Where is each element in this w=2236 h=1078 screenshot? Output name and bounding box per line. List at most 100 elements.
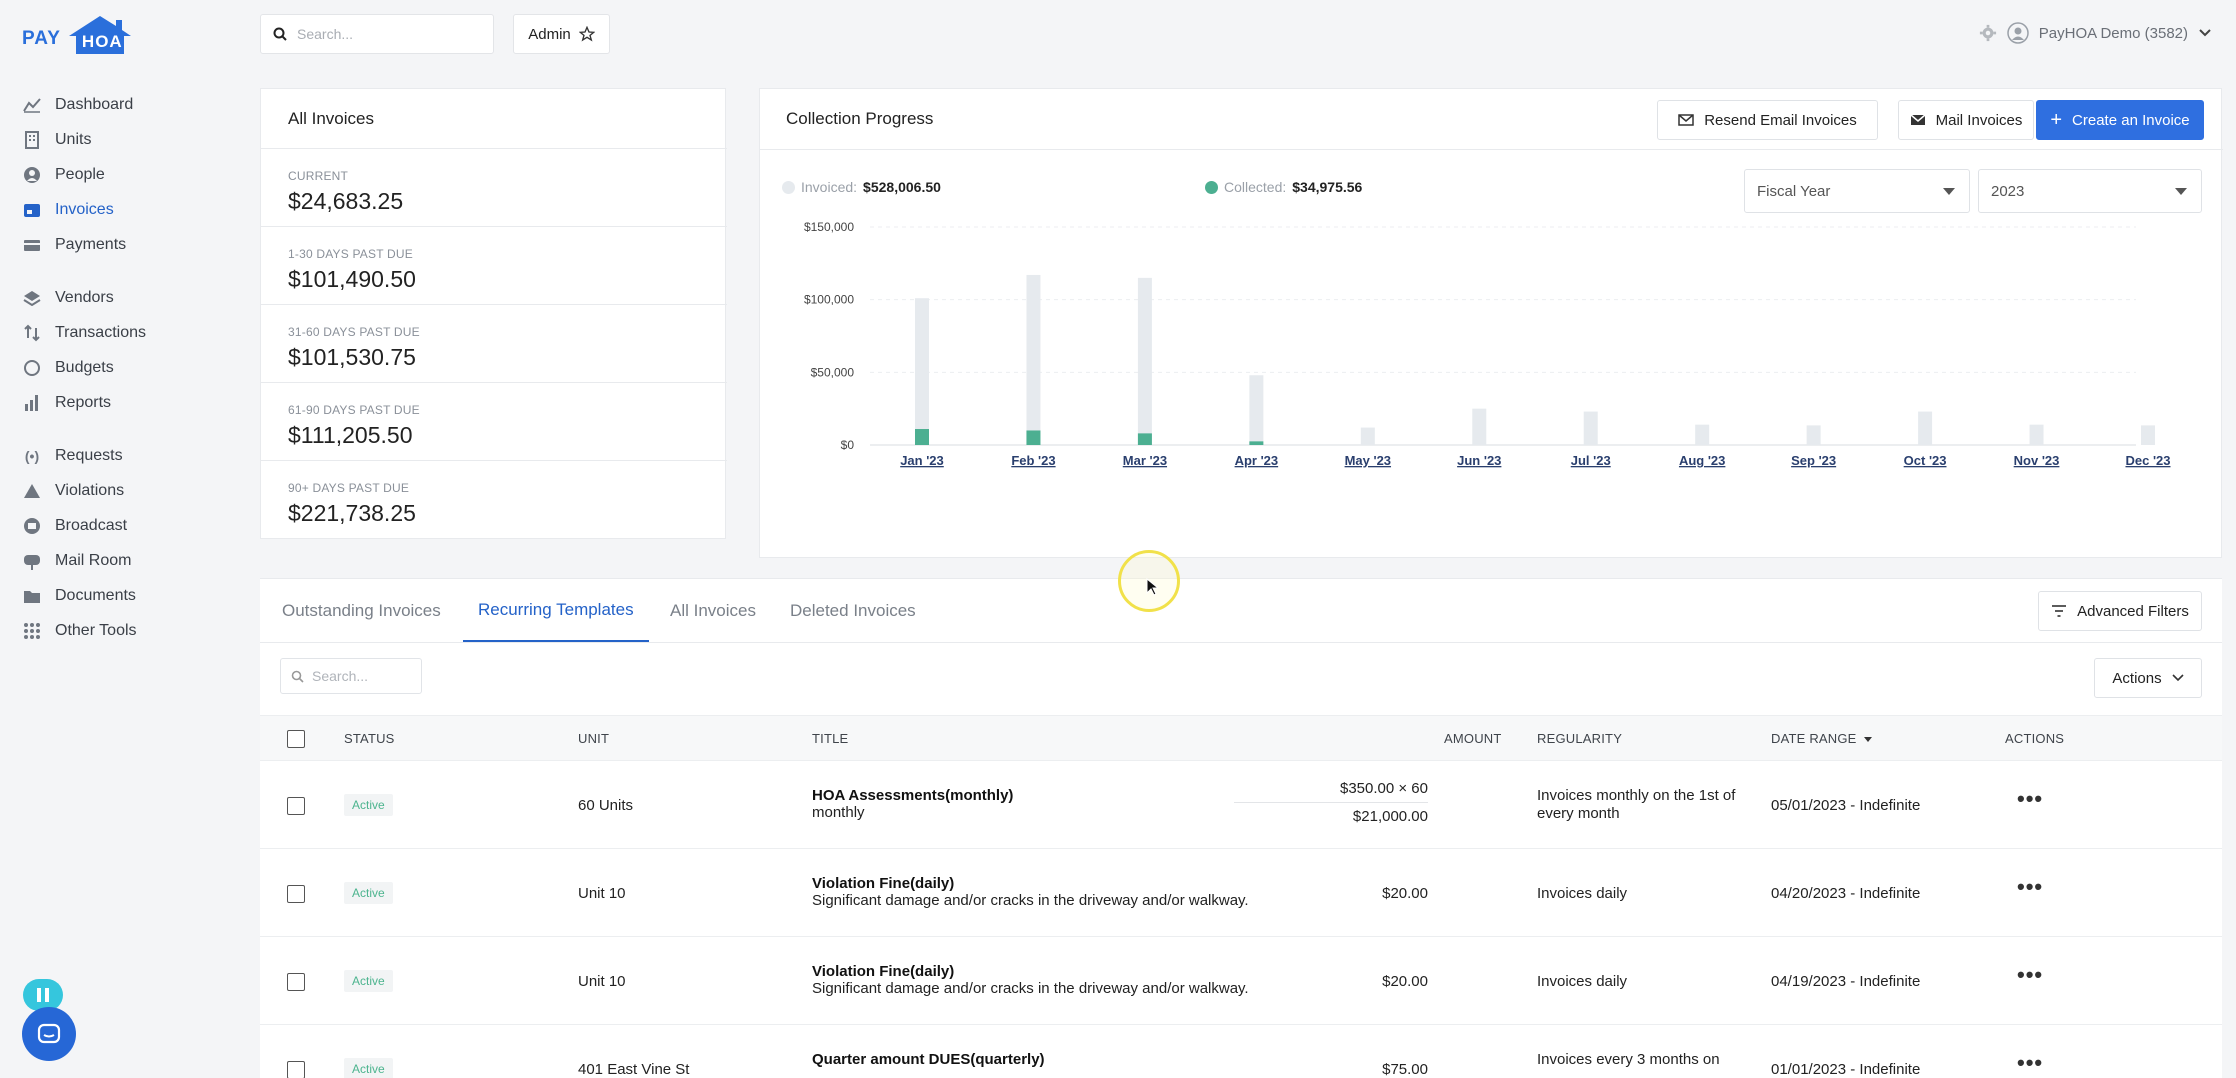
aging-row-current[interactable]: CURRENT $24,683.25 <box>261 148 727 226</box>
x-tick-label[interactable]: Sep '23 <box>1791 453 1836 468</box>
x-tick-label[interactable]: Oct '23 <box>1904 453 1947 468</box>
tab-recurring-templates[interactable]: Recurring Templates <box>463 579 649 643</box>
logo-pay-text: PAY <box>22 28 61 49</box>
col-amount[interactable]: AMOUNT <box>1444 731 1502 746</box>
tab-all-invoices[interactable]: All Invoices <box>670 579 756 643</box>
x-tick-label[interactable]: Jun '23 <box>1457 453 1501 468</box>
pause-recording-button[interactable] <box>23 979 63 1011</box>
tab-label: Deleted Invoices <box>790 601 916 620</box>
sidebar-item-payments[interactable]: Payments <box>22 232 126 258</box>
table-search-input[interactable] <box>312 668 412 684</box>
sidebar-item-label: Invoices <box>55 201 114 218</box>
col-title[interactable]: TITLE <box>812 731 849 746</box>
chat-support-button[interactable] <box>22 1007 76 1061</box>
resend-email-invoices-button[interactable]: Resend Email Invoices <box>1657 100 1878 140</box>
tab-label: Outstanding Invoices <box>282 601 441 620</box>
table-search[interactable] <box>280 658 422 694</box>
row-checkbox[interactable] <box>287 885 305 903</box>
sidebar-item-transactions[interactable]: Transactions <box>22 320 146 346</box>
collection-progress-title: Collection Progress <box>786 109 934 128</box>
row-title-sub: Significant damage and/or cracks in the … <box>812 892 1249 909</box>
sidebar-item-reports[interactable]: Reports <box>22 390 111 416</box>
row-checkbox[interactable] <box>287 1061 305 1078</box>
sidebar-item-documents[interactable]: Documents <box>22 583 136 609</box>
col-regularity[interactable]: REGULARITY <box>1537 731 1623 746</box>
bar-collected <box>1137 433 1152 445</box>
table-row[interactable]: Active 401 East Vine St Quarter amount D… <box>260 1025 2222 1078</box>
sidebar-item-budgets[interactable]: Budgets <box>22 355 114 381</box>
sidebar-item-people[interactable]: People <box>22 162 105 188</box>
global-search-input[interactable] <box>297 26 477 42</box>
table-header: STATUS UNIT TITLE AMOUNT REGULARITY DATE… <box>260 715 2222 761</box>
sidebar: PAY HOA Dashboard Units People Invoices … <box>0 0 250 1078</box>
sidebar-item-mail-room[interactable]: Mail Room <box>22 548 131 574</box>
x-tick-label[interactable]: Aug '23 <box>1679 453 1725 468</box>
x-tick-label[interactable]: May '23 <box>1345 453 1391 468</box>
sidebar-item-requests[interactable]: (•) Requests <box>22 443 123 469</box>
legend-collected-label: Collected: <box>1224 179 1287 195</box>
row-checkbox[interactable] <box>287 973 305 991</box>
period-select[interactable]: Fiscal Year <box>1744 169 1970 213</box>
x-tick-label[interactable]: Nov '23 <box>2014 453 2060 468</box>
row-title: Violation Fine(daily) Significant damage… <box>812 963 1249 997</box>
legend-collected: Collected: $34,975.56 <box>1205 179 1362 195</box>
bar-invoiced <box>1583 411 1598 445</box>
sidebar-item-broadcast[interactable]: Broadcast <box>22 513 127 539</box>
col-actions: ACTIONS <box>2005 731 2065 746</box>
sidebar-item-invoices[interactable]: Invoices <box>22 197 114 223</box>
select-all-checkbox[interactable] <box>287 730 305 748</box>
x-tick-label[interactable]: Apr '23 <box>1235 453 1279 468</box>
table-row[interactable]: Active Unit 10 Violation Fine(daily) Sig… <box>260 849 2222 937</box>
row-checkbox[interactable] <box>287 797 305 815</box>
col-unit[interactable]: UNIT <box>578 731 610 746</box>
row-more-options-icon[interactable]: ••• <box>2017 786 2044 811</box>
sidebar-item-violations[interactable]: Violations <box>22 478 124 504</box>
table-row[interactable]: Active Unit 10 Violation Fine(daily) Sig… <box>260 937 2222 1025</box>
bar-collected <box>1249 441 1264 445</box>
col-status[interactable]: STATUS <box>344 731 395 746</box>
row-title-main: HOA Assessments(monthly) <box>812 787 1014 804</box>
year-select[interactable]: 2023 <box>1978 169 2202 213</box>
legend-invoiced: Invoiced: $528,006.50 <box>782 179 941 195</box>
plus-icon: + <box>2050 109 2063 131</box>
sidebar-item-vendors[interactable]: Vendors <box>22 285 114 311</box>
row-amount-total: $21,000.00 <box>1352 808 1428 825</box>
star-icon[interactable] <box>578 26 595 42</box>
table-row[interactable]: Active 60 Units HOA Assessments(monthly)… <box>260 761 2222 849</box>
admin-button[interactable]: Admin <box>513 14 610 54</box>
advanced-filters-button[interactable]: Advanced Filters <box>2038 591 2202 631</box>
row-title-main: Violation Fine(daily) <box>812 875 955 892</box>
envelope-icon <box>1678 114 1694 126</box>
x-tick-label[interactable]: Feb '23 <box>1011 453 1055 468</box>
bar-invoiced <box>1806 425 1821 445</box>
tab-deleted-invoices[interactable]: Deleted Invoices <box>790 579 916 643</box>
aging-row-1-30[interactable]: 1-30 DAYS PAST DUE $101,490.50 <box>261 226 727 304</box>
chevron-down-icon[interactable] <box>2198 28 2212 38</box>
payhoa-logo[interactable]: PAY HOA <box>22 14 133 56</box>
create-invoice-button[interactable]: + Create an Invoice <box>2036 100 2204 140</box>
x-tick-label[interactable]: Mar '23 <box>1123 453 1167 468</box>
x-tick-label[interactable]: Dec '23 <box>2125 453 2170 468</box>
row-more-options-icon[interactable]: ••• <box>2017 1050 2044 1075</box>
x-tick-label[interactable]: Jan '23 <box>900 453 944 468</box>
sidebar-item-other-tools[interactable]: Other Tools <box>22 618 137 644</box>
user-avatar-icon[interactable] <box>2007 22 2029 44</box>
x-tick-label[interactable]: Jul '23 <box>1571 453 1611 468</box>
sidebar-item-dashboard[interactable]: Dashboard <box>22 92 133 118</box>
row-title: HOA Assessments(monthly) monthly <box>812 787 1013 821</box>
legend-swatch-collected <box>1205 180 1218 194</box>
aging-row-90-plus[interactable]: 90+ DAYS PAST DUE $221,738.25 <box>261 460 727 538</box>
aging-row-61-90[interactable]: 61-90 DAYS PAST DUE $111,205.50 <box>261 382 727 460</box>
actions-dropdown-button[interactable]: Actions <box>2094 658 2202 698</box>
col-date-range[interactable]: DATE RANGE <box>1771 731 1873 746</box>
row-more-options-icon[interactable]: ••• <box>2017 962 2044 987</box>
row-more-options-icon[interactable]: ••• <box>2017 874 2044 899</box>
global-search[interactable] <box>260 14 494 54</box>
sidebar-item-units[interactable]: Units <box>22 127 91 153</box>
gear-icon[interactable] <box>1979 24 1997 42</box>
account-name[interactable]: PayHOA Demo (3582) <box>2038 24 2188 42</box>
admin-label: Admin <box>528 25 571 43</box>
aging-row-31-60[interactable]: 31-60 DAYS PAST DUE $101,530.75 <box>261 304 727 382</box>
mail-invoices-button[interactable]: Mail Invoices <box>1898 100 2034 140</box>
tab-outstanding-invoices[interactable]: Outstanding Invoices <box>282 579 441 643</box>
